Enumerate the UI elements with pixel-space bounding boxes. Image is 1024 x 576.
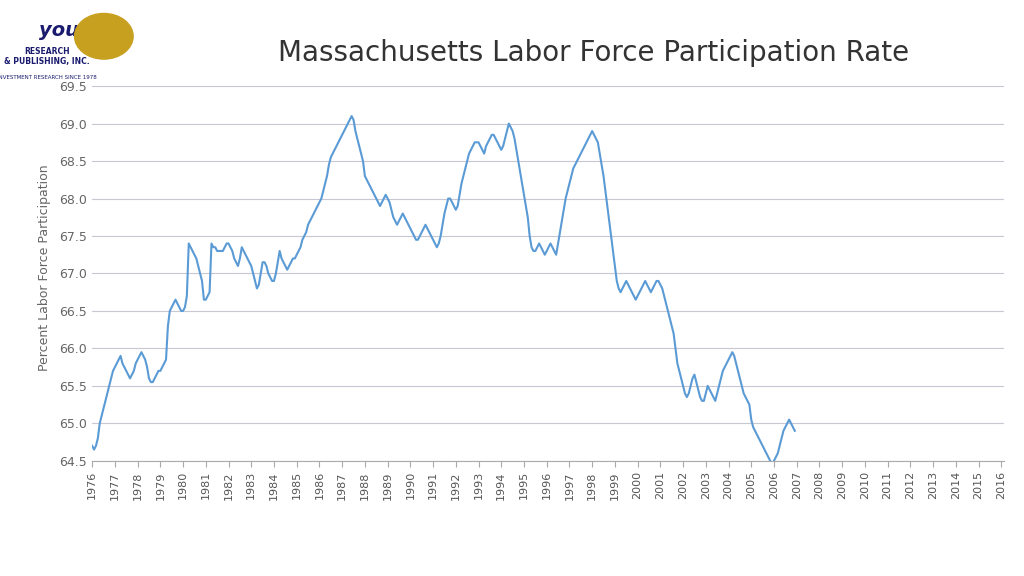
- Title: Massachusetts Labor Force Participation Rate: Massachusetts Labor Force Participation …: [278, 39, 909, 67]
- Text: INVESTMENT RESEARCH SINCE 1978: INVESTMENT RESEARCH SINCE 1978: [0, 75, 96, 79]
- Text: RESEARCH
& PUBLISHING, INC.: RESEARCH & PUBLISHING, INC.: [4, 47, 89, 66]
- Circle shape: [75, 13, 133, 59]
- Y-axis label: Percent Labor Force Participation: Percent Labor Force Participation: [38, 165, 51, 371]
- Text: young: young: [39, 21, 108, 40]
